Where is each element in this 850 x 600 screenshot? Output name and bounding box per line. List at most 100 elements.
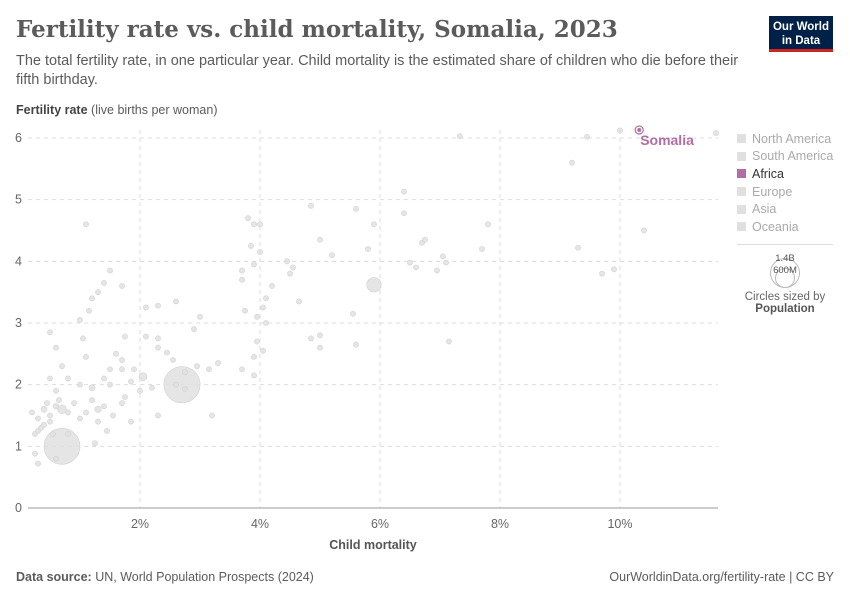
data-point[interactable] (119, 366, 125, 373)
data-point[interactable] (440, 253, 446, 260)
data-point[interactable] (257, 249, 263, 255)
data-point[interactable] (260, 304, 266, 311)
data-point[interactable] (83, 221, 89, 228)
legend-item[interactable]: Europe (737, 183, 833, 201)
data-point[interactable] (163, 366, 201, 404)
data-point[interactable] (269, 283, 275, 289)
data-point[interactable] (371, 221, 377, 228)
data-point[interactable] (59, 363, 65, 370)
data-point[interactable] (350, 310, 356, 317)
data-point[interactable] (143, 333, 149, 340)
data-point[interactable] (317, 344, 323, 351)
data-point[interactable] (92, 440, 98, 447)
data-point[interactable] (366, 277, 382, 293)
data-point[interactable] (251, 221, 257, 228)
data-point[interactable] (40, 406, 48, 413)
data-point[interactable] (257, 221, 263, 228)
data-point[interactable] (101, 375, 107, 382)
data-point[interactable] (113, 350, 119, 357)
data-point[interactable] (173, 298, 179, 305)
data-point[interactable] (128, 378, 134, 385)
data-point[interactable] (290, 264, 296, 271)
data-point[interactable] (53, 455, 59, 462)
data-point[interactable] (251, 372, 257, 379)
data-point[interactable] (47, 329, 53, 336)
data-point[interactable] (353, 206, 359, 212)
data-point[interactable] (215, 360, 221, 366)
data-point[interactable] (77, 381, 83, 388)
data-point[interactable] (353, 341, 359, 348)
data-point[interactable] (89, 397, 95, 403)
data-point[interactable] (575, 244, 581, 251)
data-point[interactable] (251, 354, 257, 360)
data-point[interactable] (83, 409, 89, 416)
data-point[interactable] (365, 246, 371, 252)
owid-logo[interactable]: Our World in Data (769, 16, 833, 52)
data-point[interactable] (456, 133, 463, 140)
data-point[interactable] (80, 335, 86, 342)
data-point[interactable] (254, 338, 260, 345)
data-point[interactable] (143, 304, 149, 311)
data-point[interactable] (434, 267, 440, 274)
data-point[interactable] (599, 270, 605, 277)
data-point[interactable] (41, 421, 47, 428)
data-point[interactable] (485, 221, 491, 228)
data-point[interactable] (413, 264, 419, 271)
data-point[interactable] (95, 418, 101, 425)
data-point[interactable] (296, 298, 302, 305)
data-point[interactable] (317, 332, 323, 339)
legend-item[interactable]: Africa (737, 165, 833, 183)
data-point[interactable] (107, 381, 113, 388)
data-point[interactable] (119, 283, 125, 289)
data-point[interactable] (52, 403, 60, 410)
data-point[interactable] (138, 372, 148, 381)
data-point[interactable] (248, 243, 254, 249)
data-point[interactable] (53, 387, 59, 394)
data-point[interactable] (251, 261, 257, 268)
data-point[interactable] (29, 409, 35, 416)
data-point[interactable] (641, 227, 647, 234)
data-point[interactable] (182, 369, 188, 376)
data-point[interactable] (611, 266, 617, 273)
data-point[interactable] (47, 412, 53, 419)
data-point[interactable] (164, 349, 170, 356)
data-point[interactable] (263, 295, 269, 302)
data-point[interactable] (239, 366, 245, 373)
data-point[interactable] (56, 397, 62, 403)
data-point[interactable] (35, 415, 41, 422)
data-point[interactable] (173, 381, 179, 388)
data-point[interactable] (170, 357, 176, 363)
data-point[interactable] (479, 246, 485, 252)
data-point[interactable] (155, 412, 161, 419)
data-point[interactable] (65, 431, 71, 437)
data-point[interactable] (149, 384, 155, 391)
data-point[interactable] (182, 386, 188, 392)
legend-item[interactable]: Oceania (737, 218, 833, 236)
data-point[interactable] (88, 384, 96, 392)
data-point[interactable] (446, 338, 452, 345)
data-point[interactable] (308, 335, 314, 342)
data-point[interactable] (239, 267, 245, 274)
data-point[interactable] (287, 270, 293, 277)
data-point[interactable] (50, 431, 56, 437)
data-point[interactable] (71, 400, 77, 407)
data-point[interactable] (95, 289, 101, 296)
data-point[interactable] (245, 215, 251, 222)
data-point[interactable] (131, 366, 137, 373)
data-point[interactable] (47, 418, 53, 425)
data-point[interactable] (308, 202, 314, 209)
data-point[interactable] (194, 363, 200, 370)
data-point[interactable] (137, 387, 143, 394)
data-point[interactable] (104, 428, 110, 434)
legend-item[interactable]: South America (737, 148, 833, 166)
data-point[interactable] (101, 403, 107, 410)
data-point[interactable] (422, 236, 428, 243)
data-point[interactable] (65, 409, 71, 416)
data-point[interactable] (242, 307, 248, 314)
data-point[interactable] (407, 259, 413, 266)
data-point[interactable] (401, 188, 407, 195)
data-point[interactable] (239, 276, 245, 283)
data-point[interactable] (86, 307, 92, 314)
data-point[interactable] (155, 302, 161, 309)
data-point[interactable] (206, 366, 212, 373)
